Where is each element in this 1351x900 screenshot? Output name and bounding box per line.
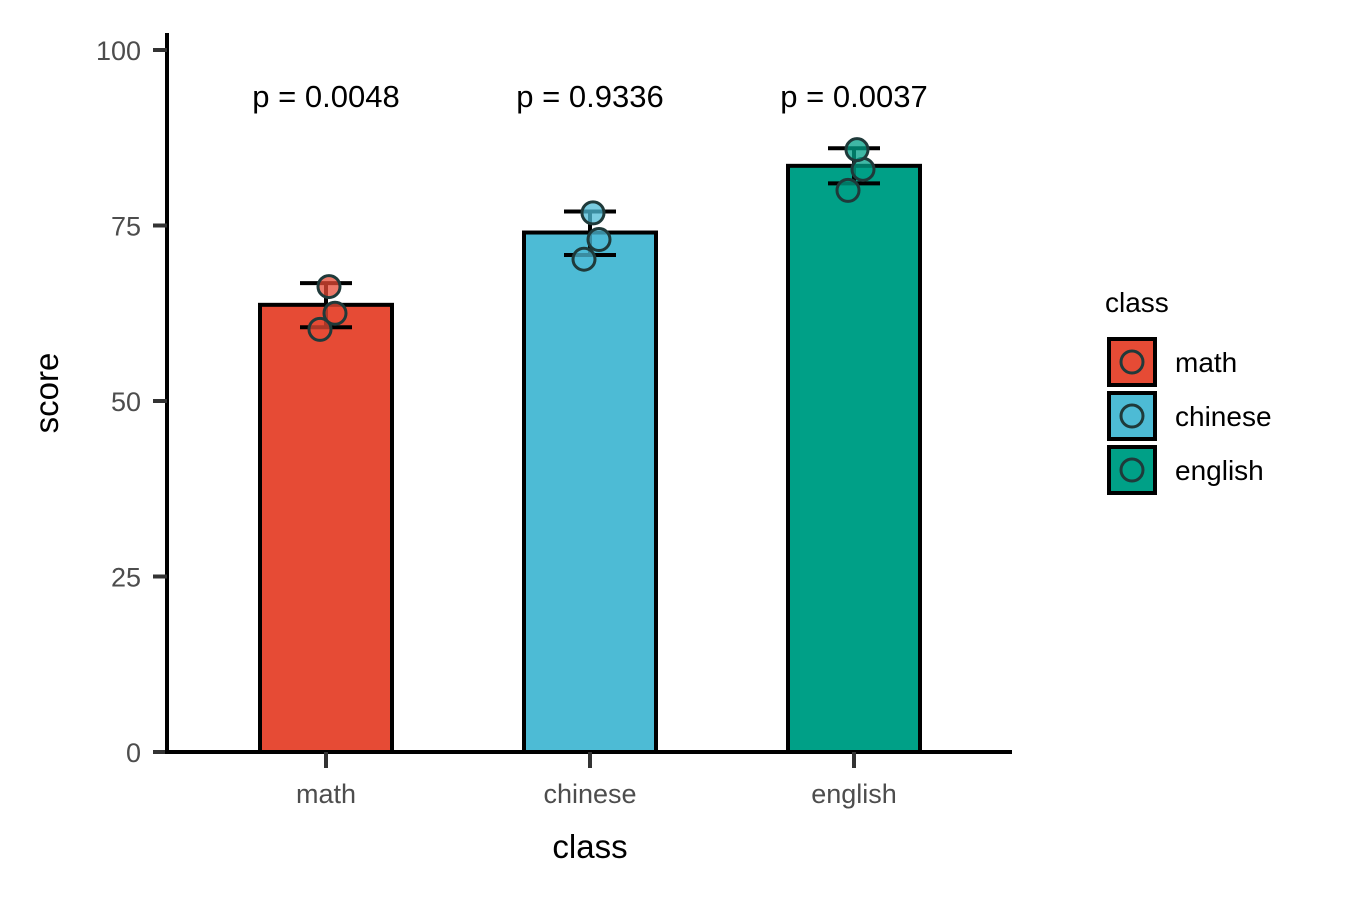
legend-point-chinese [1119,403,1145,429]
y-tick-label: 0 [126,738,141,768]
legend-point-english [1119,457,1145,483]
data-point-english [835,177,861,203]
legend-key-english [1107,445,1157,495]
legend-key-chinese [1107,391,1157,441]
legend-item-math: math [1107,337,1237,387]
legend-item-chinese: chinese [1107,391,1272,441]
y-tick-label: 25 [111,563,141,593]
data-point-english [844,137,870,163]
p-value-label-english: p = 0.0037 [780,79,927,114]
y-tick-label: 75 [111,212,141,242]
x-axis: math chinese english [165,750,1012,809]
x-tick-label: chinese [543,779,636,809]
legend-title: class [1105,287,1169,318]
y-tick-label: 50 [111,387,141,417]
legend-point-math [1119,349,1145,375]
bar-chinese [522,230,658,754]
p-value-label-chinese: p = 0.9336 [516,79,663,114]
data-point-math [322,300,348,326]
data-point-chinese [586,227,612,253]
y-axis: 0 25 50 75 100 [96,33,169,768]
bar-math [258,302,394,754]
legend-label-math: math [1175,347,1237,378]
x-tick-label: english [811,779,897,809]
legend: class math chinese english [1105,287,1272,495]
bar-english [786,163,922,754]
data-point-chinese [571,246,597,272]
data-point-chinese [580,200,606,226]
y-tick-label: 100 [96,36,141,66]
p-value-label-math: p = 0.0048 [252,79,399,114]
data-point-math [316,274,342,300]
legend-label-english: english [1175,455,1264,486]
legend-item-english: english [1107,445,1264,495]
x-axis-title: class [552,828,627,865]
data-point-math [307,316,333,342]
legend-label-chinese: chinese [1175,401,1272,432]
x-tick-label: math [296,779,356,809]
plot-area: p = 0.0048 p = 0.9336 p = 0.0037 [252,79,928,754]
y-axis-title: score [28,353,65,434]
legend-key-math [1107,337,1157,387]
